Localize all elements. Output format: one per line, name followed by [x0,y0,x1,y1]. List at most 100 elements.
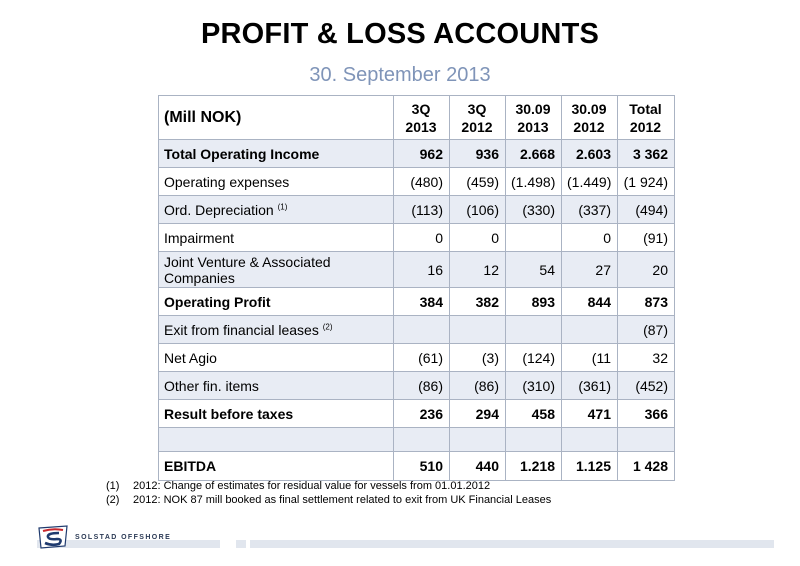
cell-value: 936 [449,139,506,168]
cell-value [449,427,506,452]
footnote-text: 2012: NOK 87 mill booked as final settle… [133,494,552,506]
cell-value: (61) [393,343,450,372]
table-row: Other fin. items (86) (86) (310) (361) (… [158,371,675,400]
table-row: Net Agio (61) (3) (124) (11 32 [158,343,675,372]
cell-value: 3 362 [617,139,675,168]
cell-value: 893 [505,287,562,316]
cell-value [393,427,450,452]
cell-value: (337) [561,195,618,224]
cell-value: 962 [393,139,450,168]
cell-value: 384 [393,287,450,316]
cell-value [505,427,562,452]
cell-value: 0 [449,223,506,252]
cell-value: 510 [393,451,450,481]
footnote-marker: (1) [277,201,288,211]
footnote: (2) 2012: NOK 87 mill booked as final se… [106,493,551,507]
cell-value: (113) [393,195,450,224]
company-logo: SOLSTAD OFFSHORE [37,524,171,550]
footnote-text: 2012: Change of estimates for residual v… [133,480,491,492]
cell-value: 1.218 [505,451,562,481]
cell-value: (1.449) [561,167,618,196]
table-corner-label: (Mill NOK) [158,95,394,140]
cell-value: (91) [617,223,675,252]
cell-value: 0 [393,223,450,252]
row-label: Net Agio [158,343,394,372]
row-label: Result before taxes [158,399,394,428]
cell-value: 20 [617,251,675,288]
row-label: Joint Venture & Associated Companies [158,251,394,288]
row-label: Exit from financial leases (2) [158,315,394,344]
column-header: 3Q 2013 [393,95,450,140]
footer-bar [250,540,774,548]
cell-value: 844 [561,287,618,316]
row-label: Ord. Depreciation (1) [158,195,394,224]
table-row: Operating Profit 384 382 893 844 873 [158,287,675,316]
cell-value: (310) [505,371,562,400]
cell-value: (361) [561,371,618,400]
table-row: EBITDA 510 440 1.218 1.125 1 428 [158,451,675,481]
footnote: (1) 2012: Change of estimates for residu… [106,479,551,493]
cell-value: (330) [505,195,562,224]
cell-value [449,315,506,344]
table-row: Impairment 0 0 0 (91) [158,223,675,252]
solstad-flag-logo-icon [38,525,68,549]
cell-value: 32 [617,343,675,372]
row-label: Other fin. items [158,371,394,400]
footnote-marker: (2) [322,321,333,331]
cell-value: 2.668 [505,139,562,168]
footer-bar [236,540,246,548]
cell-value: 1.125 [561,451,618,481]
table-row: Total Operating Income 962 936 2.668 2.6… [158,139,675,168]
cell-value: (3) [449,343,506,372]
cell-value: (1.498) [505,167,562,196]
row-label: Impairment [158,223,394,252]
row-label: Operating Profit [158,287,394,316]
column-header: 30.09 2012 [561,95,618,140]
profit-loss-table: (Mill NOK) 3Q 2013 3Q 2012 30.09 2013 30.09… [158,95,675,481]
table-spacer-row [158,427,675,452]
cell-value: 366 [617,399,675,428]
cell-value [617,427,675,452]
table-row: Result before taxes 236 294 458 471 366 [158,399,675,428]
page-subtitle: 30. September 2013 [309,64,491,86]
footnote-number: (2) [106,494,120,506]
logo-wordmark: SOLSTAD OFFSHORE [75,533,172,541]
cell-value: (86) [449,371,506,400]
row-label: Total Operating Income [158,139,394,168]
row-label: Operating expenses [158,167,394,196]
cell-value [505,315,562,344]
cell-value: (452) [617,371,675,400]
cell-value [561,427,618,452]
cell-value: 16 [393,251,450,288]
footnote-number: (1) [106,480,120,492]
cell-value: (11 [561,343,618,372]
footnotes: (1) 2012: Change of estimates for residu… [106,479,551,507]
cell-value: 0 [561,223,618,252]
cell-value: 382 [449,287,506,316]
cell-value: 54 [505,251,562,288]
cell-value: (480) [393,167,450,196]
cell-value: (1 924) [617,167,675,196]
cell-value: (494) [617,195,675,224]
cell-value: 1 428 [617,451,675,481]
table-row: Joint Venture & Associated Companies 16 … [158,251,675,288]
cell-value: 27 [561,251,618,288]
cell-value: (459) [449,167,506,196]
cell-value: (124) [505,343,562,372]
row-label: EBITDA [158,451,394,481]
table-header-row: (Mill NOK) 3Q 2013 3Q 2012 30.09 2013 30.09… [158,95,675,140]
column-header: 30.09 2013 [505,95,562,140]
table-row: Operating expenses (480) (459) (1.498) (… [158,167,675,196]
cell-value: 471 [561,399,618,428]
cell-value: (106) [449,195,506,224]
cell-value: 294 [449,399,506,428]
column-header: Total 2012 [617,95,675,140]
footer-bar [37,540,220,548]
cell-value [393,315,450,344]
cell-value: 12 [449,251,506,288]
table-row: Ord. Depreciation (1) (113) (106) (330) … [158,195,675,224]
cell-value [561,315,618,344]
cell-value: 873 [617,287,675,316]
cell-value: 236 [393,399,450,428]
row-label [158,427,394,452]
